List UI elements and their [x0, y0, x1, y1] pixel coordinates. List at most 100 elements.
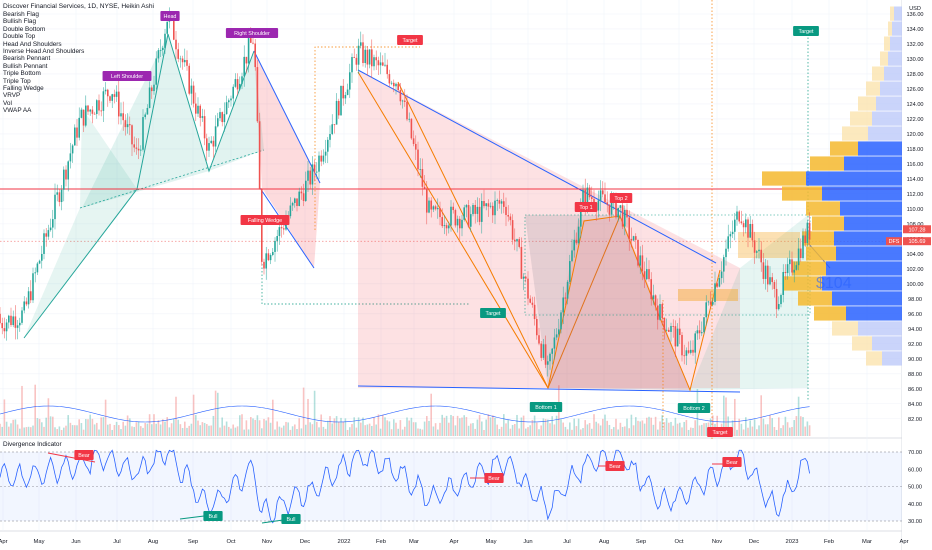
indicator-item[interactable]: Double Top	[3, 33, 36, 41]
candle-body	[406, 101, 408, 120]
volume-bar	[712, 415, 714, 436]
candle-body	[52, 219, 54, 228]
candle-body	[71, 145, 74, 154]
hs-head-fill	[82, 34, 209, 208]
volume-bar	[575, 426, 578, 436]
volume-bar	[421, 429, 424, 436]
volume-ma	[0, 405, 810, 423]
volume-bar	[206, 424, 208, 436]
indicator-item[interactable]: VRVP	[3, 92, 21, 100]
volume-bar	[661, 415, 663, 436]
volume-bar	[280, 427, 283, 436]
volume-bar	[580, 429, 582, 436]
candle-body	[80, 109, 83, 118]
candle-body	[313, 164, 316, 172]
candle-body	[56, 192, 58, 195]
candle-body	[82, 109, 85, 126]
candle-body	[615, 195, 617, 218]
vrvp-row-buy	[844, 216, 902, 231]
volume-bar	[701, 424, 703, 436]
indicator-item[interactable]: Bullish Pennant	[3, 62, 48, 70]
candle-body	[45, 233, 47, 237]
candle-body	[681, 334, 683, 356]
candle-body	[705, 302, 707, 318]
y-tick-label: 130.00	[906, 57, 923, 63]
volume-bar	[324, 428, 327, 436]
indicator-item[interactable]: Double Bottom	[3, 25, 46, 33]
indicator-item[interactable]: Inverse Head And Shoulders	[3, 48, 85, 56]
volume-bar	[769, 415, 771, 436]
candle-body	[208, 143, 210, 151]
candle-body	[617, 207, 619, 218]
candle-body	[410, 118, 413, 139]
candle-body	[467, 205, 470, 227]
volume-bar	[518, 428, 520, 436]
x-tick-label: Aug	[599, 539, 609, 545]
candle-body	[219, 112, 221, 119]
candle-body	[364, 49, 366, 64]
candle-body	[709, 301, 712, 305]
target-right-label-bg	[793, 26, 819, 36]
candle-body	[261, 189, 263, 262]
candle-body	[309, 170, 311, 185]
volume-bar	[456, 415, 459, 436]
bear4-label: Bear	[726, 460, 738, 466]
volume-bar	[199, 425, 201, 436]
candle-body	[393, 82, 395, 87]
volume-bar	[665, 418, 668, 436]
candle-body	[34, 272, 36, 274]
candle-body	[318, 155, 320, 172]
indicator-item[interactable]: Falling Wedge	[3, 85, 44, 93]
candle-body	[115, 91, 118, 97]
candle-body	[489, 205, 492, 207]
volume-bar	[577, 418, 580, 436]
candle-body	[421, 169, 424, 187]
candle-body	[628, 217, 630, 239]
y-tick-label: 82.00	[908, 417, 922, 423]
candle-body	[588, 187, 591, 198]
candle-body	[104, 89, 107, 92]
volume-bar	[305, 424, 307, 436]
vrvp-row-buy	[894, 6, 902, 21]
volume-bar	[241, 414, 243, 436]
candle-body	[514, 239, 516, 242]
volume-bar	[289, 429, 292, 436]
volume-bar	[243, 429, 245, 436]
volume-bar	[681, 427, 683, 436]
top2-label: Top 2	[614, 196, 627, 202]
y-tick-label: 98.00	[908, 297, 922, 303]
indicator-item[interactable]: Head And Shoulders	[3, 40, 62, 48]
candle-body	[758, 249, 760, 252]
candle-body	[492, 205, 494, 216]
volume-bar	[3, 399, 6, 436]
candle-body	[256, 67, 259, 122]
indicator-item[interactable]: Bearish Flag	[3, 11, 39, 18]
candle-body	[85, 105, 87, 126]
candle-body	[509, 216, 512, 221]
vrvp-row-buy	[832, 291, 902, 306]
candle-body	[47, 230, 50, 237]
candle-body	[808, 222, 811, 240]
x-axis: Apr May Jun Jul Aug Sep Oct Nov Dec 2022 Feb Mar Apr…	[0, 539, 909, 545]
candle-body	[151, 87, 153, 92]
indicator-item[interactable]: VWAP AA	[3, 107, 32, 115]
indicator-item[interactable]: Bearish Pennant	[3, 55, 51, 63]
candle-body	[294, 198, 296, 203]
candle-body	[668, 329, 670, 332]
candle-body	[148, 87, 151, 108]
candle-body	[344, 94, 347, 99]
volume-bar	[608, 424, 611, 436]
indicator-item[interactable]: Triple Bottom	[3, 70, 41, 78]
y-tick-label: 126.00	[906, 87, 923, 93]
candle-body	[280, 227, 283, 229]
volume-bar	[362, 417, 364, 436]
candle-body	[652, 295, 655, 300]
indicator-item[interactable]: Vol	[3, 99, 12, 107]
candle-body	[199, 105, 201, 118]
indicator-item[interactable]: Triple Top	[3, 77, 31, 85]
y-tick-label: 88.00	[908, 372, 922, 378]
x-tick-label: Apr	[449, 539, 458, 545]
volume-bar	[648, 416, 650, 436]
indicator-item[interactable]: Bullish Flag	[3, 18, 37, 26]
